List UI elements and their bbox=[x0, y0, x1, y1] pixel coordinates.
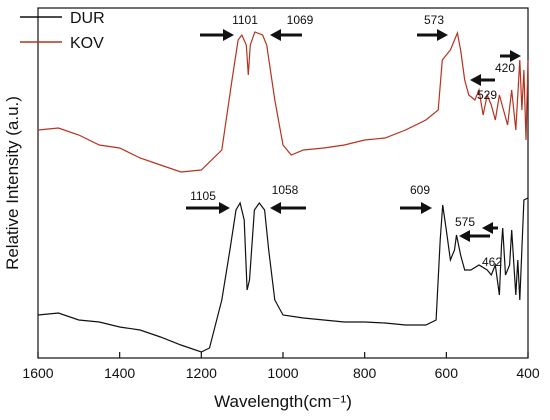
annotation-arrow-head bbox=[219, 202, 230, 214]
x-tick-label: 1000 bbox=[267, 365, 298, 381]
annotation: 420 bbox=[495, 61, 515, 75]
y-axis-label: Relative Intensity (a.u.) bbox=[3, 96, 22, 270]
series-line bbox=[37, 197, 529, 353]
series-line bbox=[37, 30, 529, 173]
x-tick-label: 400 bbox=[516, 365, 540, 381]
annotation: 529 bbox=[477, 88, 497, 102]
x-tick-label: 1400 bbox=[104, 365, 135, 381]
legend-label: DUR bbox=[70, 10, 105, 27]
x-tick-label: 800 bbox=[353, 365, 377, 381]
x-tick-label: 1200 bbox=[186, 365, 217, 381]
annotation-arrow-head bbox=[470, 74, 481, 86]
annotation: 609 bbox=[410, 183, 430, 197]
annotation: 1069 bbox=[287, 13, 314, 27]
annotation: 573 bbox=[424, 13, 444, 27]
legend-label: KOV bbox=[70, 35, 104, 52]
x-axis-label: Wavelength(cm⁻¹) bbox=[214, 392, 352, 411]
annotation: 1101 bbox=[232, 13, 258, 27]
annotation-arrow-head bbox=[223, 29, 234, 41]
annotation-arrow-head bbox=[459, 230, 470, 242]
annotation: 1105 bbox=[190, 189, 216, 203]
annotation-arrow-head bbox=[421, 202, 432, 214]
annotation: 1058 bbox=[272, 183, 299, 197]
annotation-arrow-head bbox=[270, 29, 281, 41]
annotation-arrow-head bbox=[482, 222, 493, 234]
annotation: 462 bbox=[482, 255, 502, 269]
x-tick-label: 600 bbox=[435, 365, 459, 381]
annotation: 575 bbox=[455, 215, 475, 229]
annotation-arrow-head bbox=[437, 29, 448, 41]
annotation-arrow-head bbox=[510, 50, 521, 62]
annotation-arrow-head bbox=[270, 202, 281, 214]
x-tick-label: 1600 bbox=[22, 365, 53, 381]
